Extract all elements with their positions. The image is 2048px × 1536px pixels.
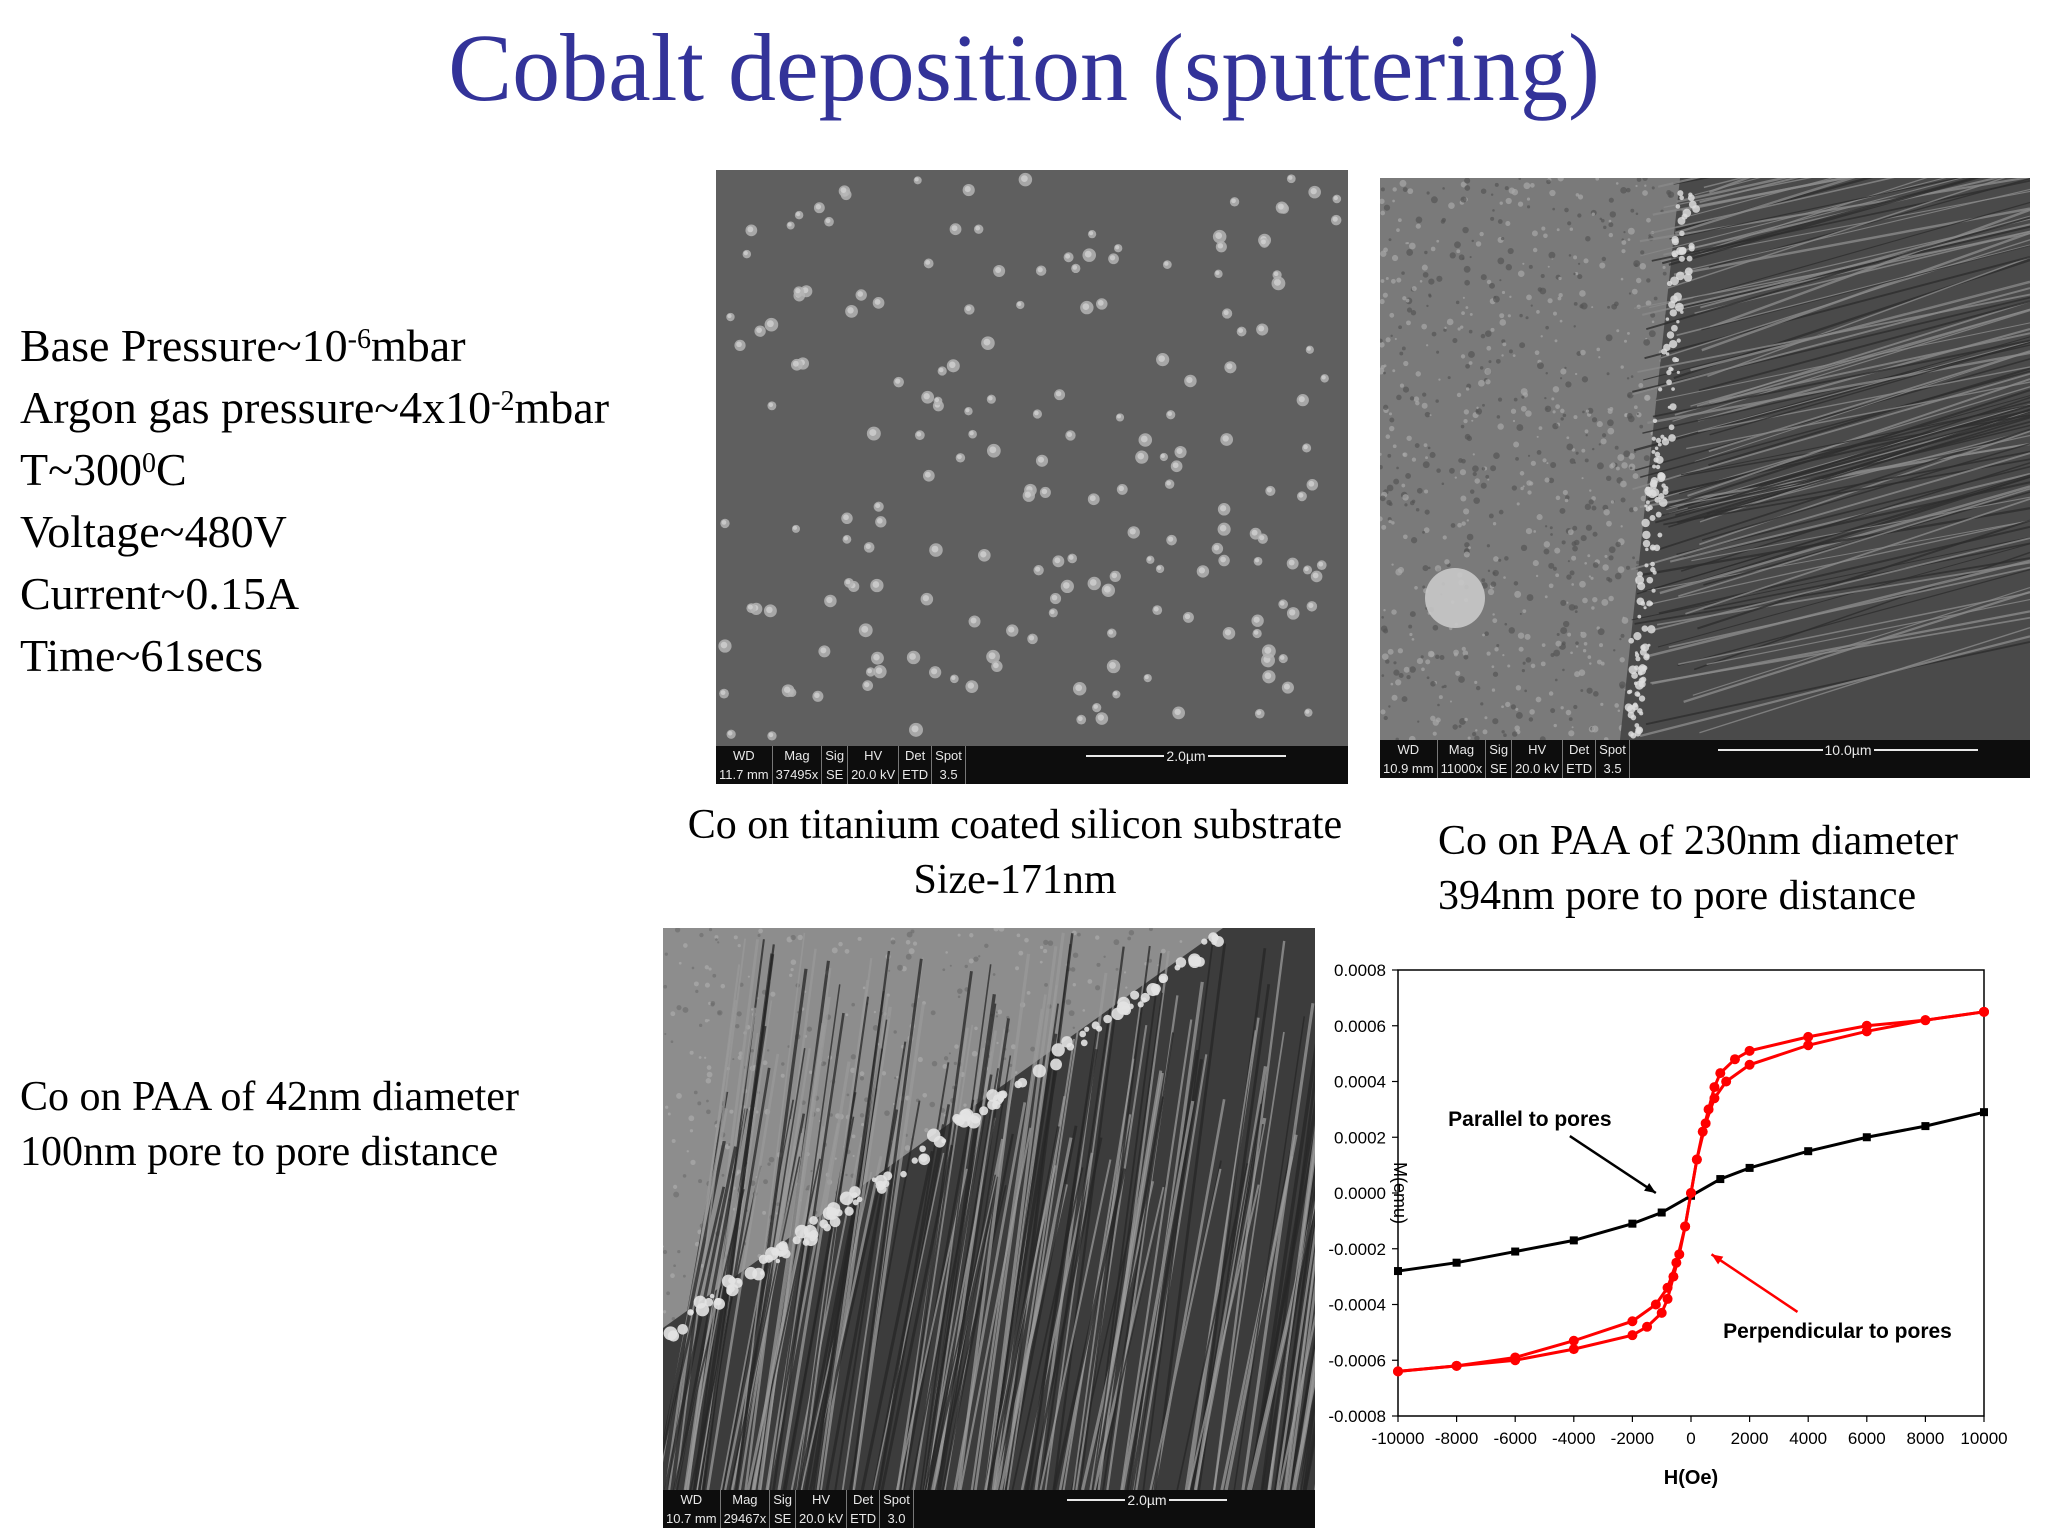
- data-point: [1656, 1307, 1667, 1318]
- y-tick-label: 0.0002: [1334, 1128, 1386, 1147]
- scale-bar: 2.0µm: [1086, 748, 1287, 764]
- data-point: [1980, 1108, 1988, 1117]
- data-point: [1715, 1068, 1726, 1079]
- caption-ti-substrate: Co on titanium coated silicon substrate …: [687, 802, 1343, 903]
- parameter-line: Time~61secs: [20, 630, 263, 681]
- data-point: [1686, 1188, 1696, 1198]
- data-point: [1510, 1352, 1521, 1363]
- arrow-head: [1711, 1254, 1724, 1265]
- caption-paa-230nm: Co on PAA of 230nm diameter 394nm pore t…: [1438, 818, 1958, 919]
- x-tick-label: 4000: [1789, 1429, 1827, 1448]
- sem-databar: WD Mag Sig HV Det Spot 11.7 mm 37495x SE 20.0 kV…: [716, 746, 1348, 784]
- x-tick-label: -4000: [1552, 1429, 1595, 1448]
- data-point: [1691, 1154, 1702, 1165]
- chart-annotation: Perpendicular to pores: [1723, 1320, 1952, 1343]
- data-point: [1716, 1175, 1725, 1184]
- data-point: [1671, 1257, 1682, 1268]
- parameter-line: Current~0.15A: [20, 568, 300, 619]
- data-point: [1627, 1316, 1638, 1327]
- data-point: [1452, 1258, 1461, 1267]
- data-point: [1662, 1282, 1673, 1293]
- data-point: [1511, 1247, 1520, 1256]
- y-tick-label: 0.0004: [1334, 1073, 1386, 1092]
- x-tick-label: -8000: [1435, 1429, 1478, 1448]
- data-point: [1804, 1147, 1813, 1156]
- pore-array-micrograph: [663, 928, 1315, 1490]
- data-point: [1803, 1040, 1814, 1051]
- arrow-head: [1644, 1183, 1656, 1193]
- x-tick-label: -6000: [1493, 1429, 1536, 1448]
- data-point: [1803, 1031, 1814, 1042]
- data-point: [1662, 1293, 1673, 1304]
- y-tick-label: 0.0008: [1334, 961, 1386, 980]
- data-point: [1921, 1122, 1930, 1131]
- sem-databar: WD Mag Sig HV Det Spot 10.9 mm 11000x SE 20.0 kV…: [1380, 740, 2030, 778]
- data-point: [1451, 1360, 1462, 1371]
- x-tick-label: -2000: [1611, 1429, 1654, 1448]
- y-tick-label: -0.0004: [1328, 1296, 1386, 1315]
- sem-databar: WD Mag Sig HV Det Spot 10.7 mm 29467x SE 20.0 kV…: [663, 1490, 1315, 1528]
- annotation-arrow: [1710, 1253, 1799, 1313]
- sem-image-paa-230nm: WD Mag Sig HV Det Spot 10.9 mm 11000x SE 20.0 kV…: [1380, 178, 2030, 778]
- annotation-arrow: [1569, 1135, 1657, 1195]
- parameter-line: Voltage~480V: [20, 506, 287, 557]
- data-point: [1721, 1076, 1732, 1087]
- data-point: [1393, 1366, 1403, 1377]
- y-tick-label: -0.0002: [1328, 1240, 1386, 1259]
- hysteresis-chart: -10000 -8000 -6000 -4000 -2000 0 2000 4000 6000 8…: [1328, 961, 2007, 1489]
- y-tick-label: 0.0000: [1334, 1184, 1386, 1203]
- data-point: [1744, 1059, 1755, 1070]
- y-tick-label: -0.0008: [1328, 1407, 1386, 1426]
- sem-image-ti-substrate: WD Mag Sig HV Det Spot 11.7 mm 37495x SE 20.0 kV…: [716, 170, 1348, 784]
- x-tick-label: 0: [1686, 1429, 1695, 1448]
- data-point: [1745, 1163, 1754, 1172]
- data-point: [1862, 1133, 1871, 1142]
- x-tick-label: 10000: [1960, 1429, 2007, 1448]
- scale-bar: 10.0µm: [1718, 742, 1979, 758]
- data-point: [1568, 1335, 1579, 1346]
- sem-image-paa-42nm: WD Mag Sig HV Det Spot 10.7 mm 29467x SE 20.0 kV…: [663, 928, 1315, 1528]
- data-point: [1861, 1020, 1872, 1031]
- data-point: [1642, 1321, 1653, 1332]
- data-point: [1650, 1299, 1661, 1310]
- data-point: [1703, 1104, 1714, 1115]
- data-point: [1979, 1006, 1989, 1017]
- slide-title: Cobalt deposition (sputtering): [448, 14, 1600, 121]
- x-tick-label: 6000: [1848, 1429, 1886, 1448]
- y-tick-label: 0.0006: [1334, 1017, 1386, 1036]
- data-point: [1627, 1330, 1638, 1341]
- data-point: [1729, 1054, 1740, 1065]
- y-axis-label: M(emu): [1390, 1162, 1410, 1224]
- chart-annotation: Parallel to pores: [1448, 1108, 1611, 1131]
- parameter-line: Base Pressure~10-6mbar: [20, 320, 466, 371]
- parameter-line: Argon gas pressure~4x10-2mbar: [20, 382, 610, 433]
- x-tick-label: 2000: [1731, 1429, 1769, 1448]
- data-point: [1657, 1208, 1666, 1217]
- y-tick-label: -0.0006: [1328, 1351, 1386, 1370]
- data-point: [1697, 1126, 1708, 1137]
- scale-bar: 2.0µm: [1067, 1492, 1228, 1508]
- data-point: [1709, 1082, 1720, 1093]
- data-point: [1920, 1015, 1931, 1026]
- nanoparticle-micrograph: [716, 170, 1348, 746]
- parameter-line: T~3000C: [20, 444, 187, 495]
- data-point: [1569, 1236, 1578, 1245]
- x-tick-label: -10000: [1372, 1429, 1425, 1448]
- x-tick-label: 8000: [1906, 1429, 1944, 1448]
- pore-array-micrograph: [1380, 178, 2030, 740]
- sputtering-parameters: Base Pressure~10-6mbar Argon gas pressur…: [20, 315, 609, 687]
- data-point: [1628, 1219, 1637, 1228]
- data-point: [1744, 1045, 1755, 1056]
- data-point: [1680, 1221, 1691, 1232]
- data-point: [1394, 1267, 1402, 1276]
- caption-paa-42nm: Co on PAA of 42nm diameter 100nm pore to…: [20, 1074, 519, 1175]
- x-axis-label: H(Oe): [1664, 1467, 1718, 1489]
- data-point: [1568, 1344, 1579, 1355]
